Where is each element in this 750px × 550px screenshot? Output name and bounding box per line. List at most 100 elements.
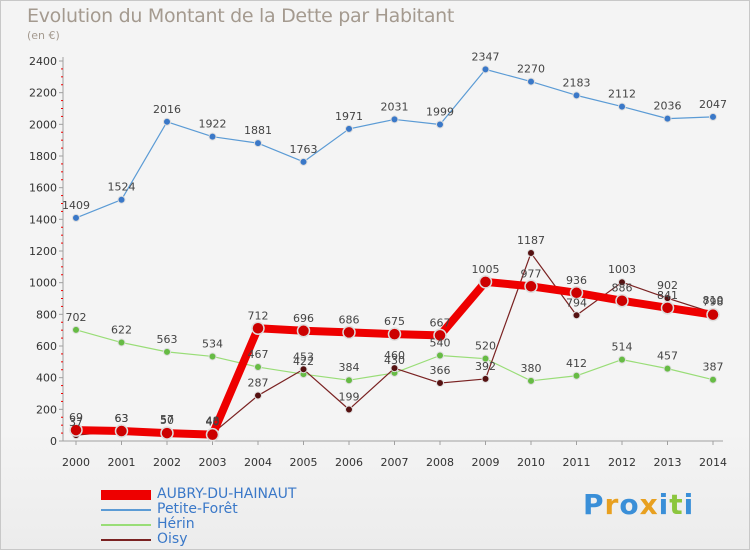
data-label-aubry: 50 — [160, 414, 174, 427]
legend-label-herin: Hérin — [157, 516, 195, 532]
data-label-oisy: 794 — [566, 296, 587, 309]
data-point-aubry — [205, 427, 220, 442]
legend-label-oisy: Oisy — [157, 531, 188, 547]
data-label-petite-foret: 1971 — [335, 110, 363, 123]
data-label-herin: 384 — [339, 361, 360, 374]
x-tick-label: 2008 — [426, 456, 454, 469]
data-point-petite-foret — [299, 157, 308, 166]
data-label-petite-foret: 1999 — [426, 105, 454, 118]
logo-letter: i — [658, 488, 670, 521]
data-point-aubry — [342, 325, 356, 340]
data-point-petite-foret — [390, 115, 399, 124]
data-label-herin: 412 — [566, 357, 587, 370]
data-label-herin: 457 — [657, 350, 678, 363]
data-label-herin: 520 — [475, 340, 496, 353]
data-label-oisy: 810 — [703, 294, 724, 307]
data-label-aubry: 63 — [115, 412, 129, 425]
data-label-oisy: 287 — [248, 377, 269, 390]
data-label-oisy: 902 — [657, 279, 678, 292]
data-point-aubry — [478, 275, 493, 289]
data-label-oisy: 48 — [206, 414, 220, 427]
data-label-herin: 514 — [612, 341, 633, 354]
data-point-petite-foret — [618, 102, 626, 111]
y-tick-label: 2000 — [29, 118, 57, 131]
data-point-petite-foret — [572, 91, 581, 100]
data-point-oisy — [481, 374, 490, 383]
x-tick-label: 2006 — [335, 456, 363, 469]
data-point-petite-foret — [254, 139, 262, 148]
x-tick-label: 2010 — [517, 456, 545, 469]
data-label-petite-foret: 2036 — [654, 100, 682, 113]
y-tick-label: 1000 — [29, 277, 57, 290]
data-label-aubry: 712 — [248, 309, 269, 322]
y-tick-label: 600 — [36, 340, 57, 353]
data-point-oisy — [390, 364, 399, 373]
logo-letter: o — [619, 488, 640, 521]
data-label-oisy: 1187 — [517, 234, 545, 247]
data-label-petite-foret: 2031 — [381, 100, 409, 113]
data-point-herin — [436, 351, 444, 360]
logo-letter: r — [604, 488, 620, 521]
legend-swatch-petite-foret — [101, 509, 151, 511]
y-tick-label: 2400 — [29, 55, 57, 68]
data-label-oisy: 199 — [339, 390, 360, 403]
data-label-petite-foret: 2112 — [608, 88, 636, 101]
x-tick-label: 2011 — [563, 456, 591, 469]
data-point-oisy — [299, 365, 308, 374]
data-point-aubry — [387, 327, 402, 341]
data-label-oisy: 63 — [115, 412, 129, 425]
y-tick-label: 0 — [50, 435, 57, 448]
chart-title: Evolution du Montant de la Dette par Hab… — [27, 5, 455, 27]
data-label-petite-foret: 2047 — [699, 98, 727, 111]
data-point-petite-foret — [163, 117, 171, 126]
data-point-herin — [527, 376, 535, 385]
data-label-herin: 534 — [202, 337, 223, 350]
data-point-aubry — [706, 307, 720, 322]
data-point-aubry — [615, 293, 629, 308]
data-point-herin — [254, 363, 262, 372]
data-label-aubry: 977 — [521, 267, 542, 280]
data-point-petite-foret — [72, 213, 80, 222]
chart-subtitle: (en €) — [27, 29, 60, 42]
data-label-aubry: 1005 — [472, 263, 500, 276]
x-tick-label: 2000 — [62, 456, 90, 469]
y-tick-label: 1400 — [29, 213, 57, 226]
data-point-aubry — [524, 279, 538, 294]
data-label-aubry: 69 — [69, 411, 83, 424]
y-tick-label: 2200 — [29, 87, 57, 100]
data-label-oisy: 392 — [475, 360, 496, 373]
data-label-petite-foret: 2270 — [517, 63, 545, 76]
data-point-petite-foret — [663, 114, 672, 123]
data-label-aubry: 936 — [566, 274, 587, 287]
data-point-aubry — [69, 423, 83, 437]
proxiti-logo: Proxiti — [583, 488, 694, 521]
data-label-herin: 622 — [111, 324, 132, 337]
data-point-petite-foret — [436, 120, 444, 129]
legend-swatch-herin — [101, 524, 151, 526]
x-tick-label: 2003 — [199, 456, 227, 469]
logo-letter: i — [683, 488, 695, 521]
x-tick-label: 2012 — [608, 456, 636, 469]
x-tick-label: 2005 — [290, 456, 318, 469]
legend-label-petite-foret: Petite-Forêt — [157, 501, 238, 517]
data-label-aubry: 686 — [339, 313, 360, 326]
data-point-petite-foret — [208, 132, 217, 141]
data-label-oisy: 460 — [384, 349, 405, 362]
data-label-oisy: 366 — [430, 364, 451, 377]
data-label-petite-foret: 1409 — [62, 199, 90, 212]
y-tick-label: 200 — [36, 403, 57, 416]
data-label-herin: 563 — [157, 333, 178, 346]
data-point-oisy — [572, 311, 581, 320]
x-tick-label: 2001 — [108, 456, 136, 469]
data-point-oisy — [618, 278, 626, 287]
data-point-herin — [663, 364, 672, 373]
y-tick-label: 1600 — [29, 182, 57, 195]
data-point-herin — [572, 371, 581, 380]
data-point-aubry — [114, 424, 129, 438]
data-label-aubry: 40 — [206, 416, 220, 429]
data-label-herin: 467 — [248, 348, 269, 361]
data-label-herin: 422 — [293, 355, 314, 368]
data-label-herin: 540 — [430, 337, 451, 350]
